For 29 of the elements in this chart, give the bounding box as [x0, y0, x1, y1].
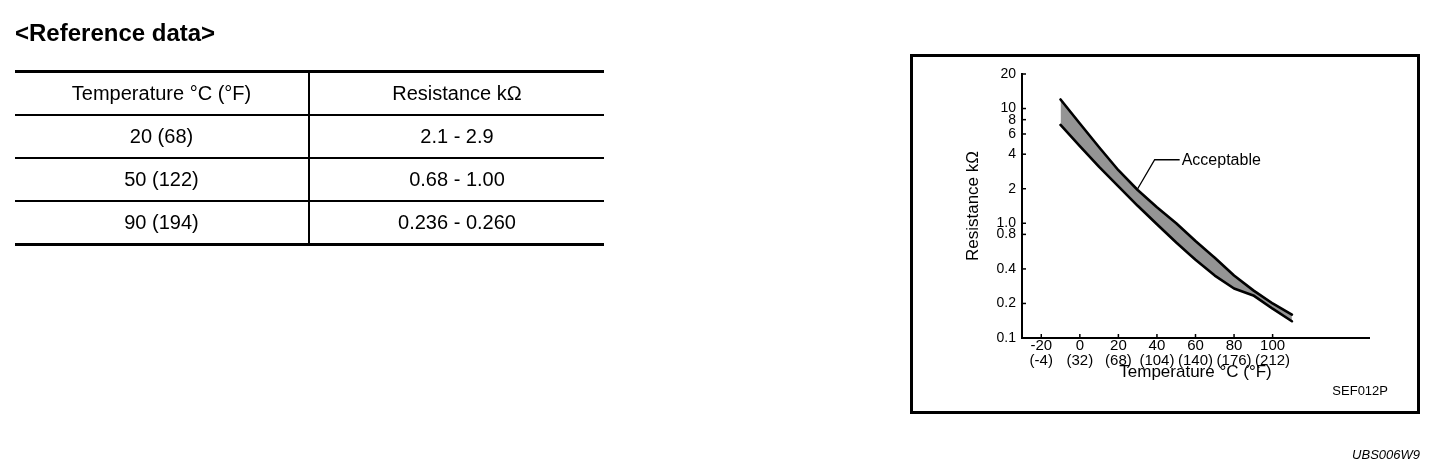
x-tick-label: 0 — [1075, 335, 1085, 353]
y-tick-label: 20 — [1000, 64, 1017, 81]
x-tick-label: 20 — [1110, 335, 1127, 353]
text: 2.1 - 2.9 — [309, 115, 604, 158]
y-tick-label: 0.2 — [996, 294, 1017, 311]
x2-tick-label: (-4) — [1029, 350, 1053, 368]
y-axis-title: Resistance kΩ — [962, 150, 982, 262]
y-tick-label: 6 — [1008, 124, 1017, 141]
annotation: Acceptable — [1181, 151, 1261, 169]
x-tick-label: 60 — [1187, 335, 1204, 353]
text: 0.68 - 1.00 — [309, 158, 604, 201]
y-tick-label: 0.1 — [996, 328, 1017, 345]
text: 90 (194) — [15, 201, 309, 245]
text: UBS006W9 — [1352, 447, 1420, 463]
text: 50 (122) — [15, 158, 309, 201]
x-tick-label: 100 — [1260, 335, 1286, 353]
text: Temperature °C (°F) — [15, 71, 309, 115]
y-tick-label: 2 — [1008, 179, 1017, 196]
y-tick-label: 0.4 — [996, 259, 1017, 276]
y-tick-label: 4 — [1008, 145, 1017, 162]
x-tick-label: 80 — [1225, 335, 1243, 353]
text: 20 (68) — [15, 115, 309, 158]
x-tick-label: -20 — [1030, 335, 1053, 353]
text: Resistance kΩ — [309, 71, 604, 115]
text: <Reference data> — [15, 18, 217, 48]
text: SEF012P — [1332, 383, 1388, 398]
text: 0.236 - 0.260 — [309, 201, 604, 245]
x2-tick-label: (32) — [1066, 350, 1094, 368]
x-tick-label: 40 — [1148, 335, 1166, 353]
